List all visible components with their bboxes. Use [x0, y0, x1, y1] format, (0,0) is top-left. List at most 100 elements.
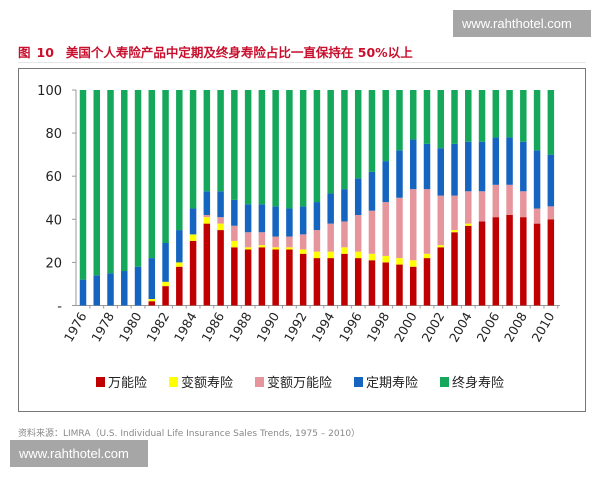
- bar-4-1978: [107, 90, 114, 274]
- bar-4-1997: [368, 90, 376, 172]
- bar-2-1988: [244, 232, 252, 248]
- bar-4-1998: [382, 90, 389, 162]
- bar-1-1996: [354, 251, 362, 259]
- x-tick-label: 2010: [529, 309, 558, 344]
- bar-3-1987: [231, 199, 238, 226]
- bar-2-2007: [506, 184, 513, 215]
- bar-0-1982: [162, 286, 169, 306]
- bar-2-1991: [286, 236, 293, 248]
- watermark-top: www.rahthotel.com: [453, 10, 591, 37]
- bar-0-1984: [189, 240, 197, 306]
- bar-2-2010: [547, 206, 555, 220]
- legend-label: 变额寿险: [180, 376, 233, 391]
- bar-4-2006: [492, 90, 500, 138]
- bar-3-1986: [217, 191, 224, 218]
- bar-4-1993: [313, 90, 321, 203]
- bar-2-1994: [327, 223, 334, 252]
- bar-4-1983: [176, 90, 183, 231]
- bar-3-1980: [134, 266, 142, 306]
- bar-2-2005: [478, 191, 486, 222]
- bar-0-2004: [465, 225, 472, 306]
- bar-0-1985: [203, 223, 211, 306]
- bar-0-2002: [437, 247, 445, 306]
- bar-1-2003: [451, 230, 458, 233]
- bar-3-1998: [382, 161, 389, 203]
- bar-3-1997: [368, 171, 376, 211]
- bar-3-2004: [465, 141, 472, 192]
- legend-swatch: [95, 376, 105, 387]
- x-tick-label: 1978: [88, 309, 117, 344]
- bar-4-1976: [79, 90, 87, 280]
- bar-3-1978: [107, 273, 114, 306]
- bar-0-1996: [354, 258, 362, 306]
- chart-legend: 万能险 变额寿险 变额万能险 定期寿险 终身寿险: [0, 372, 600, 391]
- bar-1-1992: [299, 249, 307, 254]
- bar-0-1983: [176, 266, 183, 306]
- bar-0-2001: [423, 258, 431, 306]
- bar-3-2000: [409, 139, 417, 190]
- legend-label: 定期寿险: [366, 376, 419, 391]
- bar-2-2000: [409, 189, 417, 261]
- bar-4-2001: [423, 90, 431, 144]
- bar-3-1976: [79, 279, 87, 306]
- legend-item: 变额万能险: [254, 372, 332, 391]
- bar-3-1992: [299, 206, 307, 235]
- figure-label: 图: [18, 45, 31, 60]
- bar-3-1977: [93, 275, 101, 306]
- x-tick-label: 2008: [501, 309, 530, 344]
- bar-4-1977: [93, 90, 101, 276]
- bar-2-1989: [258, 232, 266, 246]
- source-note: 资料来源：LIMRA（U.S. Individual Life Insuranc…: [18, 429, 361, 439]
- bar-1-1982: [162, 281, 169, 287]
- bar-3-1993: [313, 202, 321, 231]
- bar-1-1999: [396, 258, 403, 265]
- bar-4-2004: [465, 90, 472, 142]
- bar-4-1990: [272, 90, 279, 207]
- legend-swatch: [168, 376, 178, 387]
- bar-3-2003: [451, 143, 458, 196]
- legend-item: 终身寿险: [440, 372, 504, 391]
- bar-0-1999: [396, 264, 403, 306]
- bar-3-1990: [272, 206, 279, 237]
- legend-swatch: [354, 376, 363, 387]
- x-tick-label: 1980: [116, 309, 145, 344]
- x-tick-label: 1984: [171, 309, 200, 344]
- bar-1-2004: [465, 223, 472, 226]
- bar-4-2000: [409, 90, 417, 140]
- bar-4-1992: [299, 90, 307, 207]
- bar-1-1988: [244, 247, 252, 250]
- bar-3-1994: [327, 193, 334, 224]
- bar-1-1995: [341, 247, 348, 254]
- bar-3-1988: [244, 204, 252, 233]
- bar-3-1984: [189, 208, 197, 235]
- bar-0-1992: [299, 253, 307, 306]
- bar-0-1993: [313, 258, 321, 306]
- y-tick-label: 60: [45, 170, 62, 185]
- bar-1-1989: [258, 245, 266, 248]
- x-tick-label: 2006: [474, 309, 503, 344]
- bar-0-2000: [409, 266, 417, 306]
- bar-0-1991: [286, 249, 293, 306]
- bar-3-1979: [121, 271, 128, 306]
- x-tick-label: 2000: [391, 309, 420, 344]
- legend-label: 终身寿险: [452, 376, 505, 391]
- bar-4-1986: [217, 90, 224, 192]
- bar-3-1983: [176, 230, 183, 263]
- bar-2-2009: [533, 208, 541, 224]
- bar-3-1985: [203, 191, 211, 215]
- bar-4-1987: [231, 90, 238, 200]
- bar-0-1988: [244, 249, 252, 306]
- bar-2-2004: [465, 191, 472, 224]
- bar-3-2002: [437, 148, 445, 196]
- bar-4-1999: [396, 90, 403, 151]
- bar-2-1995: [341, 221, 348, 248]
- bar-4-2010: [547, 90, 555, 155]
- x-tick-label: 1996: [336, 309, 365, 344]
- bar-2-2006: [492, 184, 500, 218]
- bar-1-1985: [203, 217, 211, 224]
- bar-1-1994: [327, 251, 334, 259]
- x-tick-label: 1976: [61, 309, 90, 344]
- bar-3-1991: [286, 208, 293, 237]
- x-tick-label: 1992: [281, 310, 310, 345]
- y-tick-label: 40: [45, 213, 62, 228]
